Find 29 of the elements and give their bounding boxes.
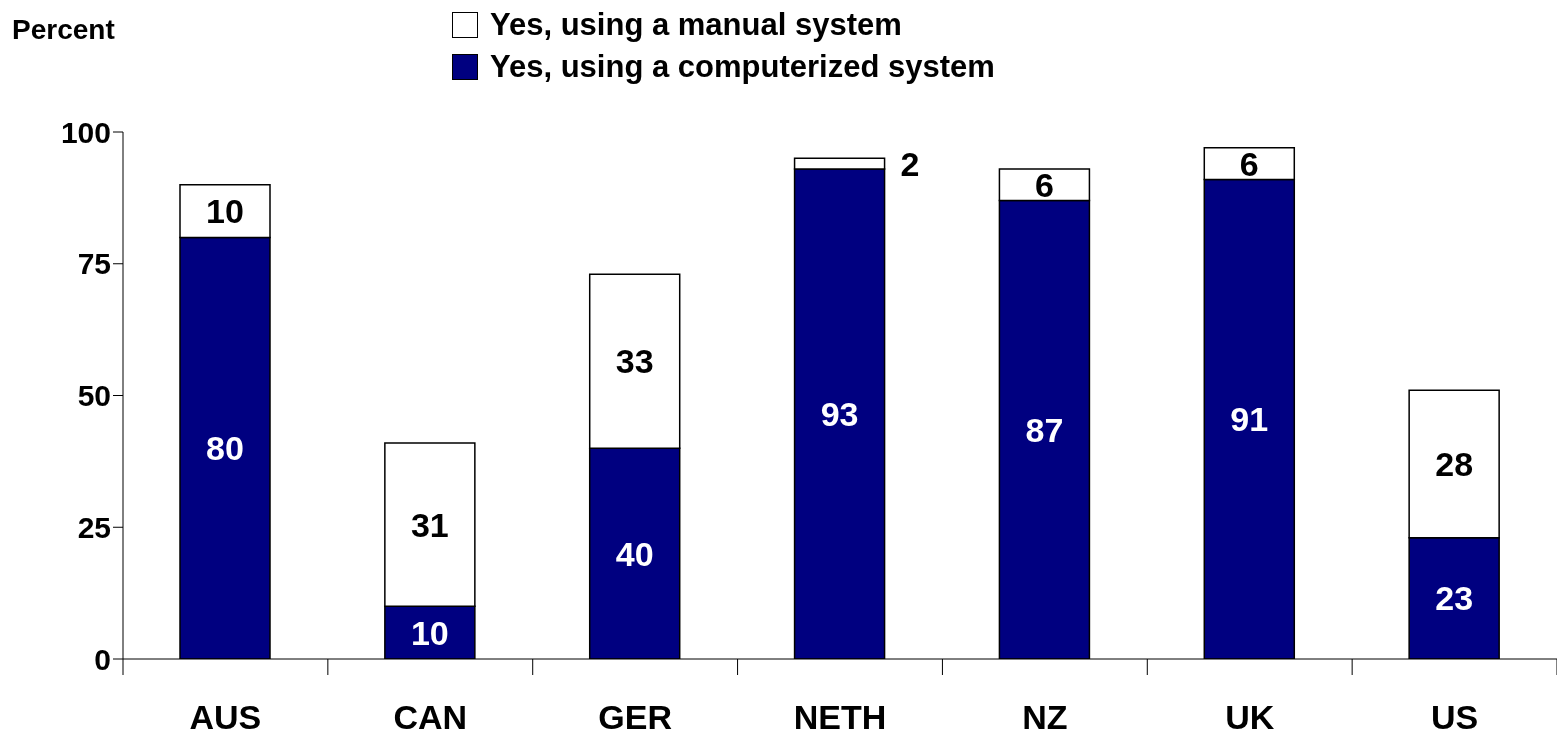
x-tick-label: US [1430,698,1479,736]
data-label: 2 [900,144,920,183]
data-label: 40 [615,534,654,573]
y-tick-label: 0 [94,642,111,676]
x-tick-label: NZ [1022,698,1068,736]
data-label: 33 [615,342,654,381]
data-label: 31 [410,505,449,544]
data-label: 93 [820,394,859,433]
data-label: 10 [410,613,449,652]
legend-label: Yes, using a manual system [490,7,902,43]
data-label: 6 [1239,144,1259,183]
x-tick-label: AUS [189,698,262,736]
data-label: 23 [1435,579,1474,618]
y-tick-label: 100 [60,115,111,149]
x-tick-label: CAN [393,698,468,736]
data-label: 87 [1025,410,1064,449]
x-tick-label: UK [1225,698,1275,736]
y-axis-title: Percent [12,14,115,46]
data-label: 28 [1435,445,1474,484]
data-label: 10 [206,192,244,231]
x-tick-label: GER [598,698,672,736]
data-label: 80 [206,429,244,468]
y-tick-label: 50 [77,379,111,413]
y-tick-label: 25 [77,510,111,544]
y-tick-label: 75 [77,247,111,281]
legend-label: Yes, using a computerized system [490,49,995,85]
x-tick-label: NETH [793,698,887,736]
data-label: 6 [1034,165,1054,204]
data-label: 91 [1230,400,1269,439]
